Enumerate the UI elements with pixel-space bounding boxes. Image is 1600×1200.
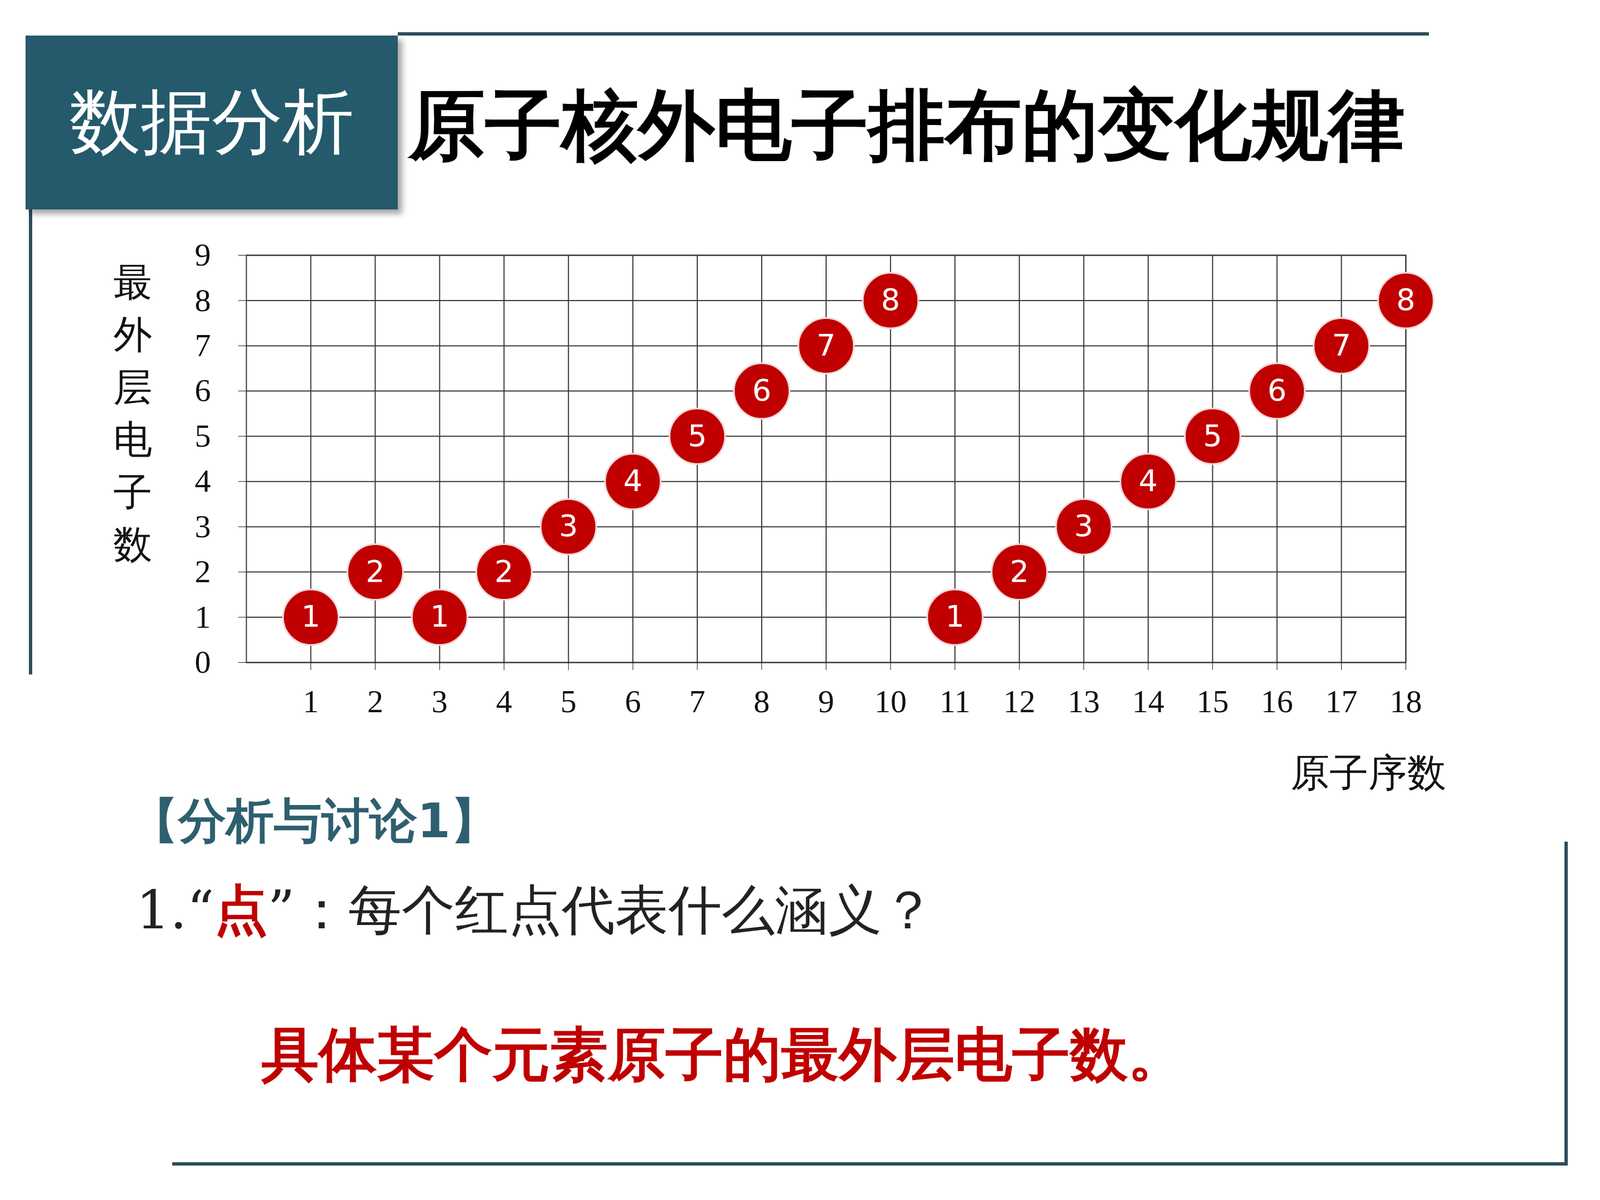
svg-text:9: 9 (818, 683, 835, 720)
svg-text:1: 1 (302, 683, 319, 720)
svg-text:12: 12 (1003, 683, 1036, 720)
svg-text:4: 4 (195, 462, 212, 499)
svg-text:13: 13 (1067, 683, 1100, 720)
svg-text:5: 5 (1202, 418, 1222, 454)
svg-text:7: 7 (195, 327, 212, 364)
html-text:数据分析: 数据分析 (69, 80, 354, 163)
svg-text:1: 1 (945, 598, 965, 634)
svg-text:2: 2 (195, 553, 212, 590)
html-text:原子核外电子排布的变化规律: 原子核外电子排布的变化规律 (408, 80, 1405, 170)
html-text:【分析与讨论1】: 【分析与讨论1】 (130, 792, 499, 849)
svg-text:16: 16 (1261, 683, 1294, 720)
svg-text:1: 1 (195, 598, 212, 635)
svg-text:14: 14 (1132, 683, 1165, 720)
svg-text:5: 5 (560, 683, 577, 720)
svg-text:8: 8 (753, 683, 770, 720)
svg-text:0: 0 (195, 643, 212, 680)
svg-text:17: 17 (1325, 683, 1358, 720)
svg-text:9: 9 (195, 236, 212, 273)
svg-text:原子序数: 原子序数 (1290, 750, 1447, 796)
svg-text:2: 2 (367, 683, 384, 720)
svg-text:4: 4 (496, 683, 513, 720)
svg-text:8: 8 (195, 282, 212, 319)
svg-text:2: 2 (494, 553, 514, 589)
html-text:具体某个元素原子的最外层电子数。: 具体某个元素原子的最外层电子数。 (261, 1020, 1186, 1089)
svg-text:3: 3 (1074, 508, 1094, 544)
svg-text:6: 6 (1267, 372, 1287, 408)
svg-text:4: 4 (623, 463, 643, 499)
svg-text:11: 11 (939, 683, 971, 720)
svg-text:7: 7 (689, 683, 706, 720)
svg-text:3: 3 (558, 508, 578, 544)
svg-text:1: 1 (301, 598, 320, 634)
svg-text:8: 8 (881, 282, 900, 318)
svg-text:7: 7 (816, 327, 836, 363)
svg-text:18: 18 (1390, 683, 1423, 720)
svg-text:3: 3 (195, 508, 212, 545)
html-text:1.“点”：每个红点代表什么涵义？: 1.“点”：每个红点代表什么涵义？ (136, 878, 935, 942)
svg-text:15: 15 (1196, 683, 1229, 720)
svg-text:7: 7 (1331, 327, 1351, 363)
svg-text:3: 3 (431, 683, 448, 720)
svg-text:8: 8 (1396, 282, 1415, 318)
svg-text:2: 2 (365, 553, 385, 589)
svg-text:6: 6 (752, 372, 772, 408)
svg-text:5: 5 (687, 418, 707, 454)
svg-text:10: 10 (874, 683, 907, 720)
svg-text:4: 4 (1138, 463, 1158, 499)
svg-text:最外层电子数: 最外层电子数 (113, 259, 153, 568)
svg-text:6: 6 (625, 683, 642, 720)
svg-text:1: 1 (430, 598, 449, 634)
svg-text:6: 6 (195, 372, 212, 409)
svg-text:2: 2 (1010, 553, 1029, 589)
svg-text:5: 5 (195, 417, 212, 454)
